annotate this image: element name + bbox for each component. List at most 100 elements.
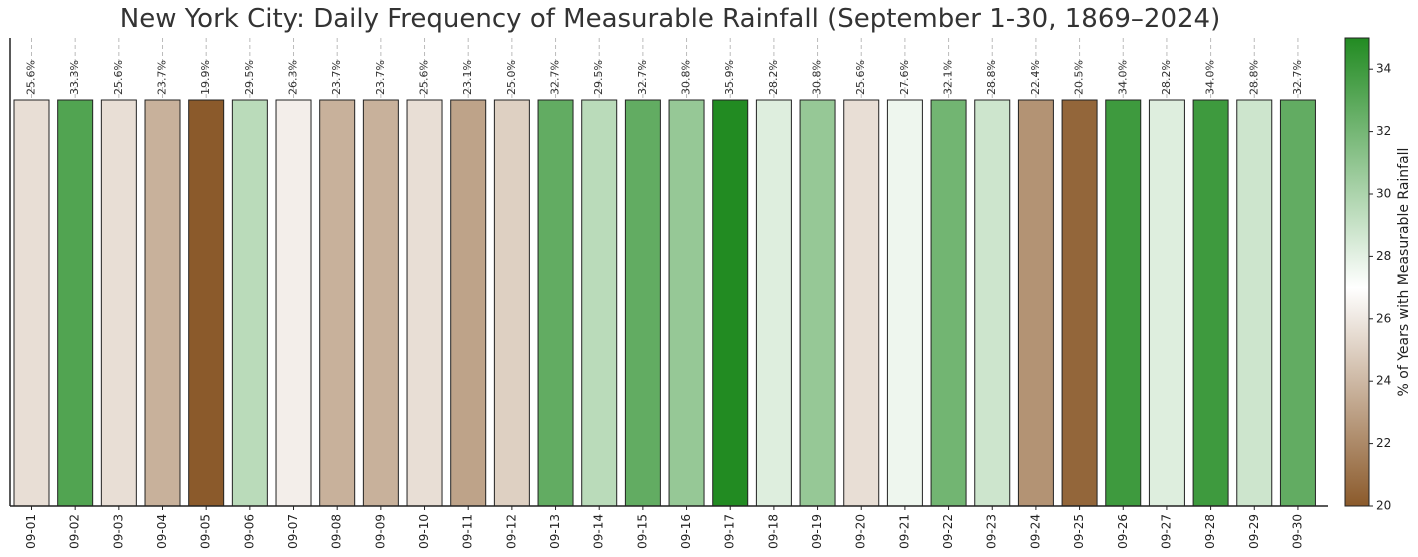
colorbar-tick-label: 22 <box>1376 436 1391 450</box>
value-label: 34.0% <box>1116 60 1129 95</box>
bar-09-07 <box>275 99 312 507</box>
colorbar-tick-label: 34 <box>1376 62 1391 76</box>
x-tick-label: 09-10 <box>417 514 431 549</box>
colorbar-tick-label: 28 <box>1376 249 1391 263</box>
bar-09-25 <box>1061 99 1098 507</box>
bar-09-11 <box>450 99 487 507</box>
axes <box>9 38 1328 507</box>
x-tick-label: 09-06 <box>242 514 256 549</box>
value-label: 25.6% <box>854 60 867 95</box>
x-tick-label: 09-07 <box>286 514 300 549</box>
x-tick-label: 09-20 <box>854 514 868 549</box>
bar-09-15 <box>624 99 661 507</box>
value-label: 32.7% <box>1291 60 1304 95</box>
x-tick-label: 09-12 <box>504 514 518 549</box>
value-label: 29.5% <box>243 60 256 95</box>
value-label: 25.6% <box>112 60 125 95</box>
bar-09-28 <box>1192 99 1229 507</box>
bars <box>13 99 1316 507</box>
value-label: 23.7% <box>330 60 343 95</box>
value-label: 23.1% <box>461 60 474 95</box>
bar-09-16 <box>668 99 705 507</box>
x-tick-label: 09-16 <box>679 514 693 549</box>
x-tick-label: 09-13 <box>548 514 562 549</box>
x-tick-label: 09-22 <box>941 514 955 549</box>
x-tick-label: 09-26 <box>1116 514 1130 549</box>
bar-09-06 <box>231 99 268 507</box>
bar-09-12 <box>493 99 530 507</box>
x-tick-label: 09-27 <box>1159 514 1173 549</box>
bar-09-03 <box>100 99 137 507</box>
value-label: 28.2% <box>1160 60 1173 95</box>
value-label: 29.5% <box>592 60 605 95</box>
bar-09-22 <box>930 99 967 507</box>
value-label: 35.9% <box>723 60 736 95</box>
value-label: 23.7% <box>156 60 169 95</box>
value-label: 30.8% <box>811 60 824 95</box>
value-label: 27.6% <box>898 60 911 95</box>
x-tick-label: 09-23 <box>985 514 999 549</box>
colorbar-gradient <box>1344 37 1370 507</box>
bar-09-27 <box>1148 99 1185 507</box>
x-tick-label: 09-21 <box>897 514 911 549</box>
colorbar-tick-label: 20 <box>1376 499 1391 513</box>
x-tick-label: 09-01 <box>24 514 38 549</box>
x-tick-label: 09-05 <box>199 514 213 549</box>
value-label: 34.0% <box>1204 60 1217 95</box>
value-label: 22.4% <box>1029 60 1042 95</box>
bar-09-13 <box>537 99 574 507</box>
x-tick-label: 09-14 <box>592 514 606 549</box>
x-tick-label: 09-18 <box>766 514 780 549</box>
value-labels: 25.6% 33.3% 25.6% 23.7% 19.9% 29.5% 26.3% 23.7%… <box>25 60 1304 95</box>
value-label: 25.6% <box>418 60 431 95</box>
value-label: 25.0% <box>505 60 518 95</box>
bar-09-21 <box>886 99 923 507</box>
bar-09-29 <box>1236 99 1273 507</box>
value-label: 20.5% <box>1073 60 1086 95</box>
bar-09-01 <box>13 99 50 507</box>
bar-09-17 <box>712 99 749 507</box>
colorbar-tick-label: 32 <box>1376 124 1391 138</box>
value-label: 28.8% <box>985 60 998 95</box>
x-tick-label: 09-03 <box>111 514 125 549</box>
x-tick-label: 09-02 <box>68 514 82 549</box>
colorbar-tick-label: 30 <box>1376 187 1391 201</box>
x-tick-label: 09-28 <box>1203 514 1217 549</box>
value-label: 32.1% <box>942 60 955 95</box>
x-tick-labels: 09-01 09-02 09-03 09-04 09-05 09-06 09-07 09-08… <box>24 506 1304 549</box>
colorbar: 20 22 24 26 28 30 32 34 % of Years with Measurab… <box>1344 37 1412 513</box>
value-label: 26.3% <box>287 60 300 95</box>
value-label: 30.8% <box>680 60 693 95</box>
bar-09-09 <box>362 99 399 507</box>
colorbar-label: % of Years with Measurable Rainfall <box>1396 148 1412 397</box>
chart-title: New York City: Daily Frequency of Measur… <box>119 4 1221 34</box>
bar-09-26 <box>1105 99 1142 507</box>
bar-09-30 <box>1279 99 1316 507</box>
bar-09-04 <box>144 99 181 507</box>
x-tick-label: 09-25 <box>1072 514 1086 549</box>
x-tick-label: 09-11 <box>461 514 475 549</box>
bar-09-20 <box>843 99 880 507</box>
value-label: 32.7% <box>549 60 562 95</box>
x-tick-label: 09-24 <box>1028 514 1042 549</box>
x-tick-label: 09-17 <box>723 514 737 549</box>
bar-09-02 <box>57 99 94 507</box>
x-tick-label: 09-19 <box>810 514 824 549</box>
colorbar-tick-label: 24 <box>1376 374 1391 388</box>
x-tick-label: 09-08 <box>330 514 344 549</box>
value-label: 23.7% <box>374 60 387 95</box>
colorbar-tick-label: 26 <box>1376 311 1391 325</box>
value-label: 33.3% <box>68 60 81 95</box>
x-tick-label: 09-29 <box>1247 514 1261 549</box>
value-label: 25.6% <box>25 60 38 95</box>
value-label: 28.2% <box>767 60 780 95</box>
bar-09-18 <box>755 99 792 507</box>
bar-09-14 <box>581 99 618 507</box>
value-label: 32.7% <box>636 60 649 95</box>
value-label: 28.8% <box>1247 60 1260 95</box>
bar-09-19 <box>799 99 836 507</box>
value-label: 19.9% <box>199 60 212 95</box>
x-tick-label: 09-09 <box>373 514 387 549</box>
bar-09-24 <box>1017 99 1054 507</box>
